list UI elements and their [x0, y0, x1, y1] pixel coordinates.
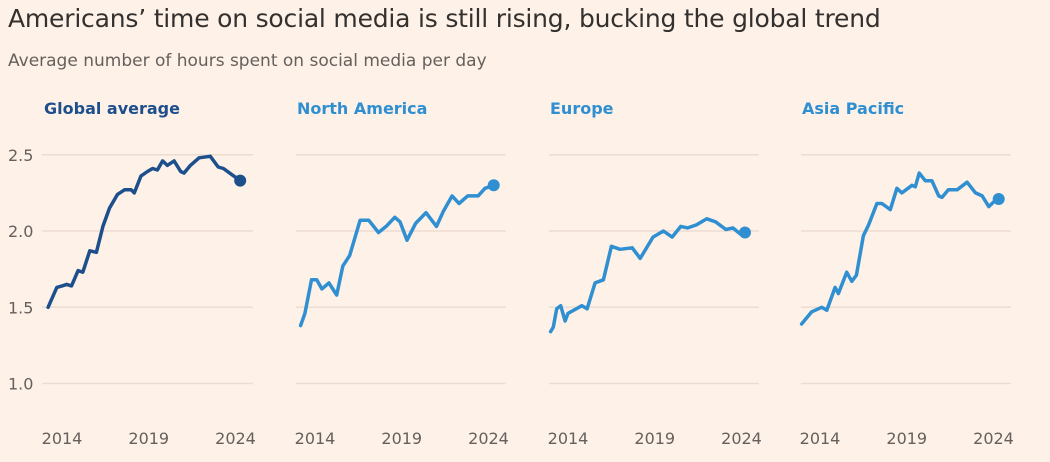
- panel-title: Global average: [44, 99, 180, 118]
- panel-title: North America: [297, 99, 427, 118]
- y-tick-label: 2.5: [8, 146, 33, 165]
- end-point-marker: [738, 226, 751, 239]
- chart-subtitle: Average number of hours spent on social …: [8, 51, 487, 71]
- series-line: [799, 171, 1001, 326]
- x-tick-label: 2019: [128, 429, 169, 448]
- y-tick-label: 1.0: [8, 375, 33, 394]
- x-tick-label: 2014: [42, 429, 83, 448]
- x-tick-label: 2014: [548, 429, 589, 448]
- end-point-marker: [992, 192, 1005, 205]
- y-tick-label: 2.0: [8, 222, 33, 241]
- x-tick-label: 2019: [886, 429, 927, 448]
- x-tick-label: 2024: [721, 429, 762, 448]
- y-tick-label: 1.5: [8, 298, 33, 317]
- panel-global-average: Global average 2014 2019 2024: [42, 99, 256, 448]
- series-line: [46, 154, 242, 310]
- panel-title: Asia Pacific: [802, 99, 904, 118]
- series-line: [548, 217, 747, 334]
- x-tick-label: 2014: [800, 429, 841, 448]
- x-tick-label: 2014: [295, 429, 336, 448]
- end-point-marker: [234, 174, 247, 187]
- panel-north-america: North America 2014 2019 2024: [295, 99, 509, 448]
- x-tick-label: 2019: [634, 429, 675, 448]
- panel-title: Europe: [550, 99, 614, 118]
- series-line: [298, 183, 496, 328]
- end-point-marker: [487, 179, 500, 192]
- x-tick-label: 2019: [381, 429, 422, 448]
- panel-europe: Europe 2014 2019 2024: [548, 99, 762, 448]
- x-tick-label: 2024: [973, 429, 1014, 448]
- chart-title: Americans’ time on social media is still…: [8, 4, 881, 33]
- x-tick-label: 2024: [468, 429, 509, 448]
- x-tick-label: 2024: [215, 429, 256, 448]
- panel-asia-pacific: Asia Pacific 2014 2019 2024: [800, 99, 1014, 448]
